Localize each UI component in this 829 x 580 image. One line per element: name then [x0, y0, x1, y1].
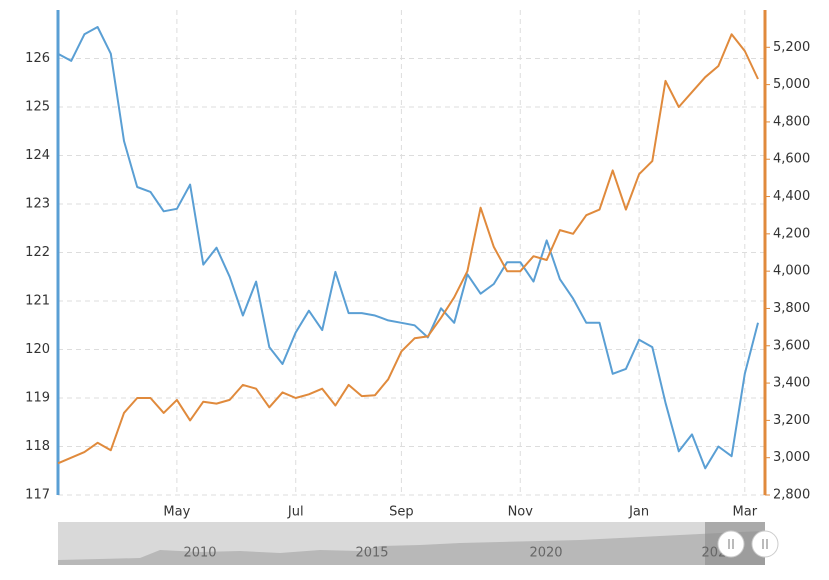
y2-tick-label: 4,000 [773, 264, 810, 279]
y2-tick-label: 4,600 [773, 152, 810, 167]
x-tick-label: Sep [389, 505, 414, 520]
y-tick-label: 125 [25, 100, 50, 115]
x-tick-label: Mar [733, 505, 758, 520]
y2-tick-label: 5,000 [773, 77, 810, 92]
navigator-label: 2010 [183, 546, 216, 561]
y2-tick-label: 2,800 [773, 488, 810, 503]
navigator[interactable]: 2010 2015 2020 2025 [58, 522, 779, 565]
navigator-handle[interactable] [751, 530, 779, 558]
line-series [57, 26, 759, 470]
y-tick-label: 117 [25, 488, 50, 503]
y-tick-label: 120 [25, 342, 50, 357]
y-tick-label: 119 [25, 391, 50, 406]
y2-tick-label: 4,800 [773, 114, 810, 129]
y2-tick-label: 3,800 [773, 301, 810, 316]
y2-tick-label: 3,600 [773, 338, 810, 353]
y-tick-label: 122 [25, 245, 50, 260]
x-tick-label: Nov [508, 505, 534, 520]
y-tick-label: 124 [25, 148, 50, 163]
navigator-series [58, 531, 765, 565]
y-tick-label: 123 [25, 197, 50, 212]
x-tick-label: Jan [628, 505, 649, 520]
y-tick-label: 118 [25, 439, 50, 454]
y2-tick-label: 4,200 [773, 226, 810, 241]
navigator-label: 2015 [355, 546, 388, 561]
y2-tick-label: 5,200 [773, 40, 810, 55]
y2-tick-label: 3,200 [773, 413, 810, 428]
x-tick-label: Jul [287, 505, 304, 520]
y2-tick-label: 3,400 [773, 376, 810, 391]
navigator-handle[interactable] [717, 530, 745, 558]
y2-tick-label: 3,000 [773, 450, 810, 465]
x-tick-label: May [163, 505, 190, 520]
y-tick-label: 121 [25, 294, 50, 309]
navigator-label: 2020 [529, 546, 562, 561]
y-tick-label: 126 [25, 51, 50, 66]
line-series [57, 33, 759, 465]
y2-tick-label: 4,400 [773, 189, 810, 204]
